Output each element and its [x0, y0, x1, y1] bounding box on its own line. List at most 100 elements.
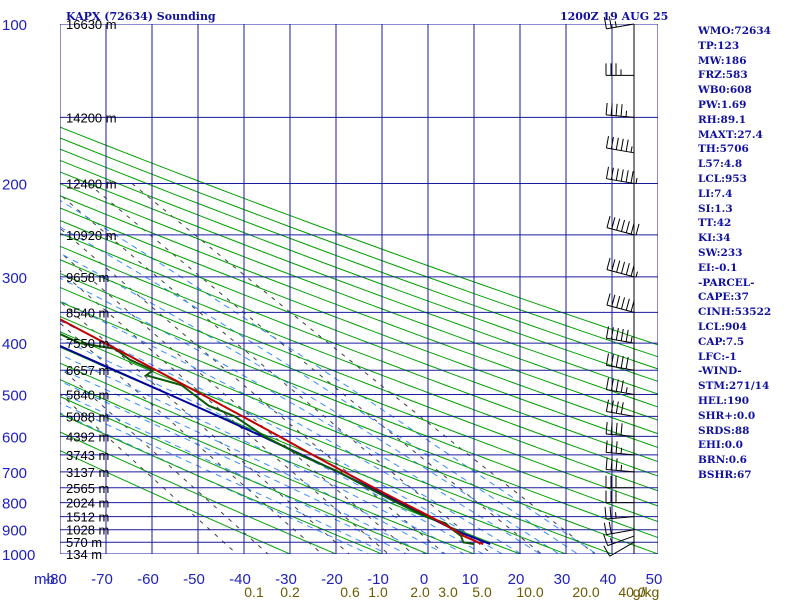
mixing-ratio-line — [60, 300, 350, 554]
wind-barb — [605, 475, 634, 489]
index-item: -PARCEL- — [698, 276, 755, 289]
dry-adiabat — [60, 331, 614, 554]
index-item: PW:1.69 — [698, 98, 747, 111]
temperature-tick-label: -20 — [321, 571, 343, 588]
index-item: KI:34 — [698, 232, 731, 245]
mixing-ratio-label: 2.0 — [410, 584, 430, 600]
index-item: BRN:0.6 — [698, 454, 747, 467]
moist-adiabat — [60, 277, 542, 554]
temperature-tick-label: -10 — [367, 571, 389, 588]
temperature-tick-label: 40 — [600, 571, 617, 588]
moist-adiabat — [60, 368, 446, 554]
mixing-ratio-line — [88, 183, 543, 554]
index-item: SHR+:0.0 — [698, 409, 756, 422]
dry-adiabat — [60, 195, 658, 421]
chart-title: KAPX (72634) Sounding — [66, 10, 216, 23]
wind-barb — [605, 166, 638, 185]
mixing-ratio-label: 0.6 — [340, 584, 360, 600]
height-label: 2565 m — [66, 481, 109, 496]
moist-adiabat — [60, 300, 523, 554]
dry-adiabat — [60, 232, 658, 463]
index-item: MAXT:27.4 — [698, 128, 763, 141]
index-item: SW:233 — [698, 246, 743, 259]
height-label: 6657 m — [66, 363, 109, 378]
wind-barb — [603, 534, 635, 547]
index-item: LI:7.4 — [698, 187, 733, 200]
index-item: FRZ:583 — [698, 69, 748, 82]
wind-barb — [605, 399, 635, 417]
mixing-ratio-label: 10.0 — [516, 584, 543, 600]
pressure-tick-label: 200 — [2, 177, 27, 194]
dry-adiabat — [60, 259, 658, 492]
height-label: 134 m — [66, 547, 102, 562]
pressure-tick-label: 900 — [2, 523, 27, 540]
index-item: TH:5706 — [698, 143, 749, 156]
index-item: TT:42 — [698, 217, 732, 230]
dry-adiabat — [60, 315, 658, 554]
dry-adiabat — [60, 219, 658, 449]
moist-adiabat — [60, 199, 598, 554]
index-item: SRDS:88 — [698, 424, 750, 437]
height-label: 5840 m — [66, 387, 109, 402]
moist-adiabat — [60, 252, 560, 554]
pressure-tick-label: 800 — [2, 496, 27, 513]
temperature-tick-label: 30 — [554, 571, 571, 588]
temperature-tick-label: -30 — [275, 571, 297, 588]
index-item: WB0:608 — [698, 84, 752, 97]
mixing-ratio-line — [60, 366, 269, 554]
pressure-tick-label: 400 — [2, 336, 27, 353]
temperature-tick-label: 50 — [646, 571, 663, 588]
mixing-ratio-line — [60, 322, 323, 554]
temperature-tick-label: 0 — [420, 571, 428, 588]
dry-adiabat — [60, 245, 658, 477]
index-item: EI:-0.1 — [698, 261, 738, 274]
mixing-ratio-label: 3.0 — [438, 584, 458, 600]
dry-adiabat — [60, 301, 658, 539]
index-item: CAP:7.5 — [698, 335, 745, 348]
mixing-ratio-label: 5.0 — [472, 584, 492, 600]
index-item: -WIND- — [698, 365, 742, 378]
temperature-tick-label: 10 — [462, 571, 479, 588]
height-label: 16630 m — [66, 17, 117, 32]
moist-adiabat — [60, 226, 579, 554]
wind-barb — [603, 521, 635, 536]
index-item: SI:1.3 — [698, 202, 733, 215]
temperature-tick-label: -60 — [137, 571, 159, 588]
wind-barb — [605, 102, 635, 118]
temperature-tick-label: -80 — [45, 571, 67, 588]
pressure-unit-label: mb — [34, 571, 55, 588]
height-label: 5088 m — [66, 409, 109, 424]
height-label: 1512 m — [66, 510, 109, 525]
index-item: CINH:53522 — [698, 306, 772, 319]
wind-barb — [603, 541, 635, 557]
wind-barb — [605, 440, 635, 456]
index-item: STM:271/14 — [698, 380, 770, 393]
height-label: 14200 m — [66, 110, 117, 125]
wind-barb — [605, 353, 635, 371]
mixing-ratio-label: g/kg — [633, 584, 659, 600]
dry-adiabat — [60, 286, 658, 523]
index-item: LCL:953 — [698, 172, 747, 185]
dry-adiabat — [60, 171, 658, 395]
dry-adiabat — [60, 126, 658, 346]
pressure-tick-label: 300 — [2, 270, 27, 287]
dry-adiabat — [60, 183, 658, 408]
dry-adiabat — [60, 413, 384, 554]
index-item: WMO:72634 — [698, 25, 771, 37]
pressure-tick-label: 100 — [2, 17, 27, 34]
temperature-trace — [60, 318, 484, 546]
wind-barb — [605, 490, 634, 504]
wind-barb — [604, 506, 635, 520]
height-label: 3137 m — [66, 465, 109, 480]
mixing-ratio-label: 20.0 — [572, 584, 599, 600]
indices-panel: WMO:72634 TP:123 MW:186 FRZ:583 WB0:608 PW:1.… — [698, 24, 798, 483]
wind-barb — [605, 326, 635, 344]
wind-barb — [605, 421, 635, 437]
index-item: L57:4.8 — [698, 158, 743, 171]
dry-adiabats — [60, 126, 658, 554]
index-item: TP:123 — [698, 39, 740, 52]
mixing-ratio-line — [60, 251, 414, 554]
index-item: RH:89.1 — [698, 113, 747, 126]
